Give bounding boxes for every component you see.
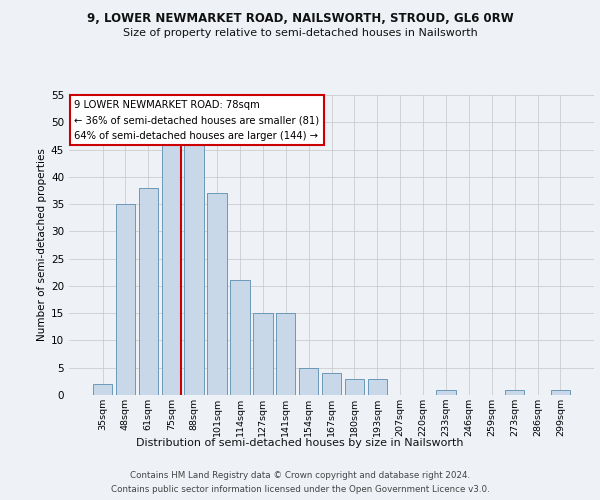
Bar — [139, 188, 158, 395]
Y-axis label: Number of semi-detached properties: Number of semi-detached properties — [37, 148, 47, 342]
Bar — [299, 368, 319, 395]
Bar — [368, 378, 387, 395]
Text: Contains HM Land Registry data © Crown copyright and database right 2024.: Contains HM Land Registry data © Crown c… — [130, 472, 470, 480]
Bar — [184, 144, 204, 395]
Bar — [253, 313, 272, 395]
Bar — [276, 313, 295, 395]
Bar — [116, 204, 135, 395]
Bar — [505, 390, 524, 395]
Bar — [93, 384, 112, 395]
Text: Distribution of semi-detached houses by size in Nailsworth: Distribution of semi-detached houses by … — [136, 438, 464, 448]
Bar — [436, 390, 455, 395]
Bar — [344, 378, 364, 395]
Bar — [161, 144, 181, 395]
Text: Contains public sector information licensed under the Open Government Licence v3: Contains public sector information licen… — [110, 484, 490, 494]
Bar — [551, 390, 570, 395]
Bar — [208, 193, 227, 395]
Text: Size of property relative to semi-detached houses in Nailsworth: Size of property relative to semi-detach… — [122, 28, 478, 38]
Text: 9, LOWER NEWMARKET ROAD, NAILSWORTH, STROUD, GL6 0RW: 9, LOWER NEWMARKET ROAD, NAILSWORTH, STR… — [86, 12, 514, 26]
Bar — [230, 280, 250, 395]
Text: 9 LOWER NEWMARKET ROAD: 78sqm
← 36% of semi-detached houses are smaller (81)
64%: 9 LOWER NEWMARKET ROAD: 78sqm ← 36% of s… — [74, 100, 319, 140]
Bar — [322, 373, 341, 395]
